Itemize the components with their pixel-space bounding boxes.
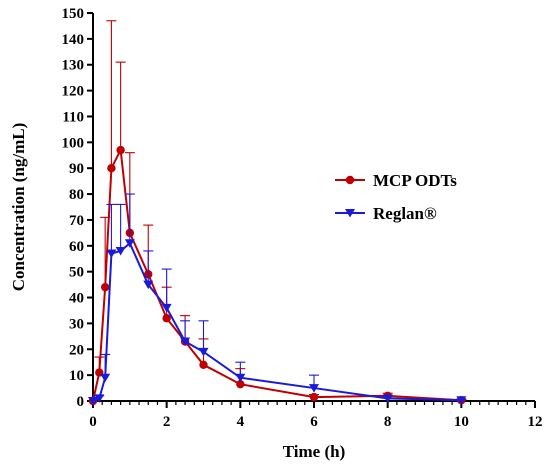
- data-point: [107, 164, 116, 173]
- data-point: [143, 280, 154, 290]
- data-point: [100, 282, 110, 292]
- y-axis-title: Concentration (ng/mL): [9, 123, 28, 292]
- x-tick-label: 0: [89, 414, 97, 430]
- data-point: [382, 394, 393, 403]
- data-point: [100, 373, 111, 383]
- y-tick-label: 90: [69, 161, 84, 177]
- data-point: [456, 396, 467, 405]
- data-point: [106, 249, 117, 259]
- legend-label: MCP ODTs: [373, 171, 457, 190]
- y-tick-label: 130: [62, 58, 85, 74]
- y-tick-label: 60: [69, 239, 84, 255]
- x-tick-label: 8: [384, 414, 392, 430]
- y-tick-label: 110: [62, 109, 84, 125]
- legend-marker: [345, 209, 355, 218]
- data-point: [94, 394, 105, 403]
- y-tick-label: 70: [69, 213, 84, 229]
- legend-label: Reglan®: [373, 204, 437, 223]
- x-tick-label: 10: [454, 414, 469, 430]
- legend-marker: [345, 175, 355, 185]
- data-point: [116, 145, 125, 155]
- x-tick-label: 12: [528, 414, 543, 430]
- x-axis-title: Time (h): [283, 442, 346, 461]
- y-tick-label: 100: [62, 135, 85, 151]
- y-tick-label: 0: [77, 394, 85, 410]
- data-point: [124, 239, 135, 248]
- y-tick-label: 50: [69, 265, 84, 281]
- legend: MCP ODTs Reglan®: [335, 171, 457, 223]
- legend-item: Reglan®: [335, 204, 437, 223]
- data-point: [309, 392, 319, 402]
- data-point: [161, 303, 172, 313]
- x-tick-label: 2: [163, 414, 171, 430]
- y-tick-label: 150: [62, 6, 85, 22]
- data-point: [235, 373, 246, 383]
- x-tick-label: 6: [310, 414, 318, 430]
- y-tick-label: 120: [62, 84, 85, 100]
- data-point: [88, 397, 98, 406]
- y-tick-label: 40: [69, 291, 84, 307]
- y-tick-label: 20: [69, 342, 84, 358]
- x-tick-label: 4: [237, 414, 245, 430]
- series-line: [92, 241, 462, 402]
- series-layer: [88, 20, 467, 406]
- y-tick-label: 80: [69, 187, 84, 203]
- series-reglan: [88, 193, 467, 406]
- y-tick-label: 10: [69, 368, 84, 384]
- axes: 0 10 20 30 40 50 60 70 80 90 100 110 120 130 140 150 0 2 4…: [62, 6, 543, 430]
- data-point: [309, 384, 319, 393]
- data-point: [162, 314, 171, 323]
- y-tick-label: 140: [62, 32, 85, 48]
- y-tick-label: 30: [69, 316, 84, 332]
- data-point: [115, 246, 126, 256]
- data-point: [198, 347, 209, 357]
- data-point: [180, 337, 191, 347]
- data-point: [199, 360, 208, 369]
- data-point: [236, 379, 245, 389]
- legend-item: MCP ODTs: [335, 171, 457, 190]
